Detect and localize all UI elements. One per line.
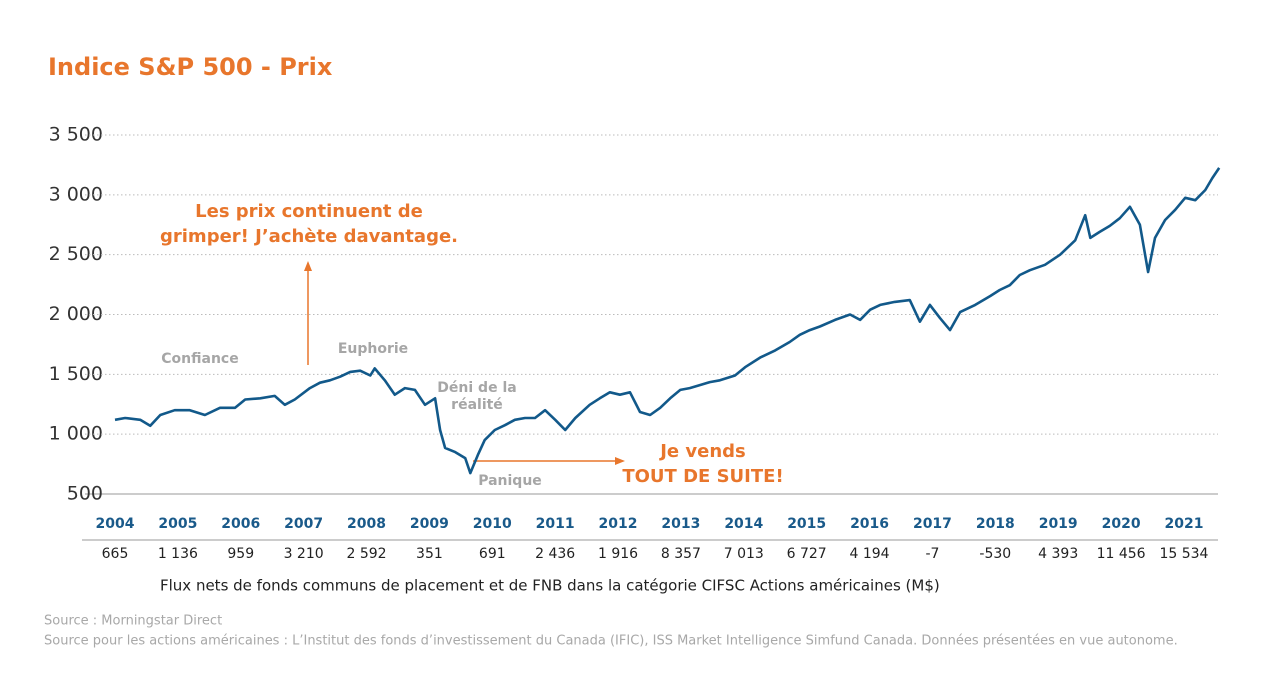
- x-tick-label: 2014: [724, 516, 763, 532]
- y-tick-label: 1 500: [49, 363, 103, 385]
- flows-label: Flux nets de fonds communs de placement …: [160, 577, 940, 595]
- y-tick-label: 2 500: [49, 243, 103, 265]
- x-tick-label: 2011: [536, 516, 575, 532]
- annotation: Je vends: [658, 441, 746, 462]
- x-tick-label: 2005: [158, 516, 197, 532]
- arrowhead: [615, 457, 625, 465]
- x-tick-label: 2018: [976, 516, 1015, 532]
- annotation: réalité: [451, 397, 503, 413]
- flow-value: 11 456: [1097, 546, 1146, 562]
- flow-value: 691: [479, 546, 506, 562]
- x-tick-label: 2015: [787, 516, 826, 532]
- flow-value: 665: [102, 546, 129, 562]
- flow-value: -530: [979, 546, 1011, 562]
- x-tick-label: 2012: [599, 516, 638, 532]
- x-tick-label: 2013: [661, 516, 700, 532]
- x-tick-label: 2020: [1102, 516, 1141, 532]
- x-tick-label: 2019: [1039, 516, 1078, 532]
- flow-value: 351: [416, 546, 443, 562]
- y-tick-label: 500: [67, 483, 103, 505]
- annotation: Panique: [478, 473, 542, 489]
- flow-value: 6 727: [787, 546, 827, 562]
- x-tick-label: 2006: [221, 516, 260, 532]
- annotation: Confiance: [161, 351, 238, 367]
- flow-value: 7 013: [724, 546, 764, 562]
- flow-value: 959: [227, 546, 254, 562]
- arrowhead: [304, 261, 312, 271]
- y-tick-label: 3 000: [49, 183, 103, 205]
- y-tick-label: 2 000: [49, 303, 103, 325]
- flow-value: 1 916: [598, 546, 638, 562]
- annotation: Déni de la: [437, 380, 516, 396]
- flow-value: 8 357: [661, 546, 701, 562]
- source: Source pour les actions américaines : L’…: [44, 634, 1178, 649]
- flow-value: 2 436: [535, 546, 575, 562]
- x-tick-label: 2007: [284, 516, 323, 532]
- x-tick-label: 2016: [850, 516, 889, 532]
- x-tick-label: 2021: [1164, 516, 1203, 532]
- flow-value: 3 210: [284, 546, 324, 562]
- y-tick-label: 3 500: [49, 124, 103, 146]
- annotation: TOUT DE SUITE!: [622, 466, 783, 487]
- y-tick-label: 1 000: [49, 423, 103, 445]
- annotation: grimper! J’achète davantage.: [160, 226, 458, 247]
- flow-value: 1 136: [158, 546, 198, 562]
- annotation: Les prix continuent de: [195, 201, 423, 222]
- flow-value: -7: [925, 546, 939, 562]
- source: Source : Morningstar Direct: [44, 614, 222, 629]
- x-tick-label: 2004: [96, 516, 135, 532]
- x-tick-label: 2009: [410, 516, 449, 532]
- x-tick-label: 2010: [473, 516, 512, 532]
- annotation: Euphorie: [338, 341, 408, 357]
- x-tick-label: 2008: [347, 516, 386, 532]
- flow-value: 4 194: [850, 546, 890, 562]
- price-line: [114, 167, 1221, 475]
- x-tick-label: 2017: [913, 516, 952, 532]
- chart-title: Indice S&P 500 - Prix: [48, 53, 333, 81]
- flow-value: 2 592: [346, 546, 386, 562]
- flow-value: 15 534: [1159, 546, 1208, 562]
- flow-value: 4 393: [1038, 546, 1078, 562]
